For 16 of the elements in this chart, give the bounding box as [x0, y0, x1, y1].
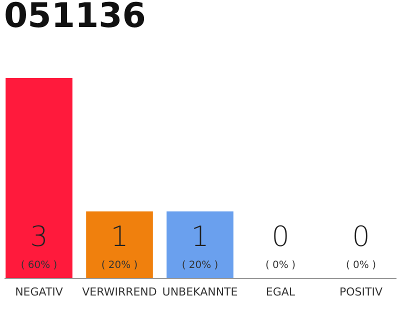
annotation: ( 20% ) [182, 260, 218, 271]
x-tick-label: UNBEKANNTE [162, 286, 238, 298]
data-label: 3 [30, 220, 48, 253]
x-tick-label: NEGATIV [15, 286, 64, 298]
annotation: ( 60% ) [20, 260, 58, 271]
x-tick-label: VERWIRREND [82, 286, 157, 298]
annotation: ( 0% ) [346, 260, 376, 271]
data-label: 0 [352, 220, 370, 253]
data-label: 1 [191, 220, 209, 253]
x-tick-label: EGAL [266, 286, 296, 298]
data-label: 0 [272, 220, 290, 253]
annotation: ( 20% ) [101, 260, 138, 271]
data-label: 1 [110, 220, 128, 253]
chart-title: 051136 [4, 0, 146, 36]
annotation: ( 0% ) [265, 260, 296, 271]
x-tick-label: POSITIV [339, 286, 383, 298]
